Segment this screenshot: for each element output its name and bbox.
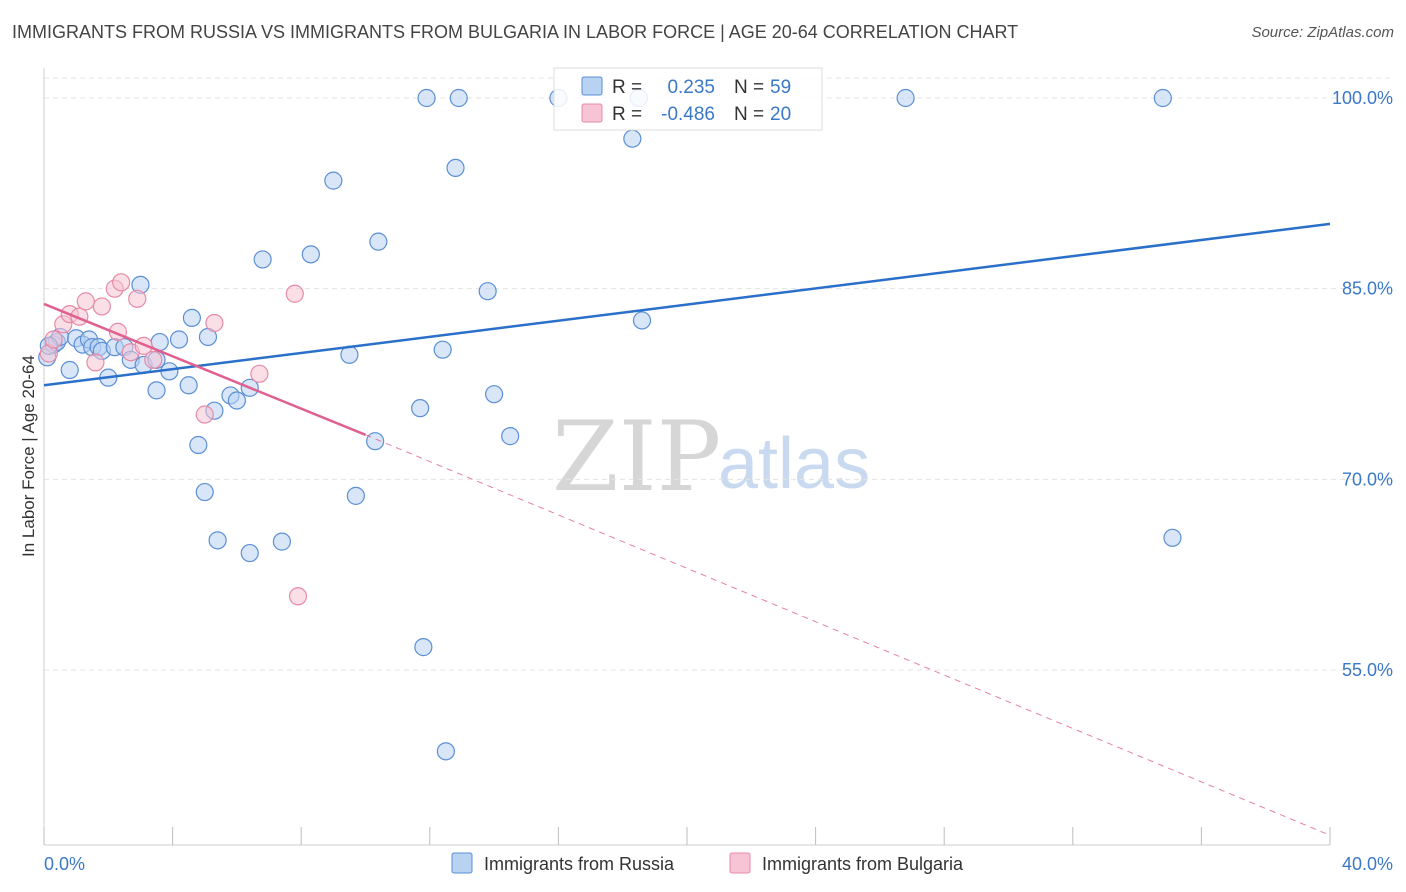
bulgaria-trend-line: [43, 302, 366, 437]
russia-point: [208, 531, 227, 550]
russia-point: [1163, 528, 1182, 547]
y-tick-label: 55.0%: [1342, 660, 1393, 680]
bulgaria-point: [128, 289, 147, 308]
russia-point: [169, 330, 189, 349]
trend-lines: [43, 222, 1331, 836]
russia-trend-line: [43, 222, 1331, 387]
series-bulgaria-points: [39, 273, 308, 606]
legend-bulgaria-r-value: -0.486: [661, 104, 715, 125]
russia-point: [411, 399, 430, 418]
russia-point: [240, 543, 259, 563]
y-tick-label: 70.0%: [1342, 469, 1393, 489]
legend-swatch-russia: [581, 76, 603, 96]
y-tick-label: 100.0%: [1332, 88, 1393, 108]
x-tick-label-max: 40.0%: [1342, 854, 1393, 874]
russia-point: [182, 308, 201, 328]
russia-point: [227, 391, 246, 410]
bottom-legend-swatch-bulgaria: [729, 852, 751, 874]
russia-point: [195, 482, 214, 502]
russia-point: [60, 360, 79, 380]
bottom-legend-russia: Immigrants from Russia: [484, 854, 675, 874]
russia-point: [346, 486, 365, 505]
russia-point: [632, 311, 652, 330]
x-tick-labels: 0.0% 40.0%: [44, 854, 1393, 874]
bulgaria-point: [288, 587, 308, 606]
bulgaria-point: [92, 297, 111, 316]
watermark-atlas: atlas: [718, 424, 870, 504]
bulgaria-point: [250, 364, 269, 383]
bulgaria-point: [112, 273, 131, 292]
bottom-legend-swatch-russia: [451, 852, 473, 874]
legend-bulgaria-r-label: R =: [612, 104, 642, 125]
russia-point: [189, 435, 208, 455]
russia-point: [896, 88, 915, 108]
stats-legend: R = 0.235 N = 59 R = -0.486 N = 20: [553, 67, 823, 131]
russia-point: [485, 385, 504, 404]
russia-point: [501, 427, 520, 446]
russia-point: [623, 129, 642, 148]
russia-point: [253, 250, 272, 269]
russia-point: [478, 282, 497, 301]
legend-russia-r-value: 0.235: [667, 77, 715, 98]
legend-swatch-bulgaria: [581, 103, 603, 123]
y-tick-label: 85.0%: [1342, 279, 1393, 299]
legend-bulgaria-n-label: N =: [734, 104, 764, 125]
russia-point: [147, 381, 166, 400]
grid: [44, 77, 1393, 671]
watermark-zip: ZIP: [552, 401, 721, 513]
y-tick-labels: 55.0% 70.0% 85.0% 100.0%: [1332, 88, 1393, 680]
y-axis-label: In Labor Force | Age 20-64: [19, 355, 38, 557]
bulgaria-point: [195, 405, 214, 424]
chart-title: IMMIGRANTS FROM RUSSIA VS IMMIGRANTS FRO…: [12, 22, 1019, 42]
russia-point: [446, 158, 465, 178]
russia-point: [179, 376, 198, 395]
russia-point: [433, 340, 452, 359]
bulgaria-point: [76, 292, 95, 311]
russia-point: [1153, 88, 1172, 108]
bulgaria-trend-extension: [365, 434, 1331, 836]
bulgaria-point: [285, 284, 304, 303]
russia-point: [417, 88, 436, 108]
russia-point: [301, 245, 320, 264]
legend-bulgaria-n-value: 20: [770, 104, 791, 125]
legend-russia-n-value: 59: [770, 77, 791, 98]
bulgaria-point: [86, 353, 105, 372]
axes: [43, 68, 1331, 846]
russia-point: [449, 88, 468, 108]
bottom-legend-bulgaria: Immigrants from Bulgaria: [762, 854, 964, 874]
russia-point: [324, 171, 343, 190]
legend-russia-n-label: N =: [734, 77, 764, 98]
legend-russia-r-label: R =: [612, 77, 642, 98]
bulgaria-point: [144, 350, 163, 369]
series-legend: Immigrants from Russia Immigrants from B…: [451, 852, 964, 874]
bulgaria-point: [205, 313, 224, 333]
x-tick-label-min: 0.0%: [44, 854, 85, 874]
chart-source: Source: ZipAtlas.com: [1251, 24, 1394, 41]
russia-point: [272, 532, 292, 551]
russia-point: [414, 638, 433, 657]
bulgaria-point: [44, 330, 63, 349]
russia-point: [436, 742, 455, 761]
russia-point: [369, 232, 388, 251]
